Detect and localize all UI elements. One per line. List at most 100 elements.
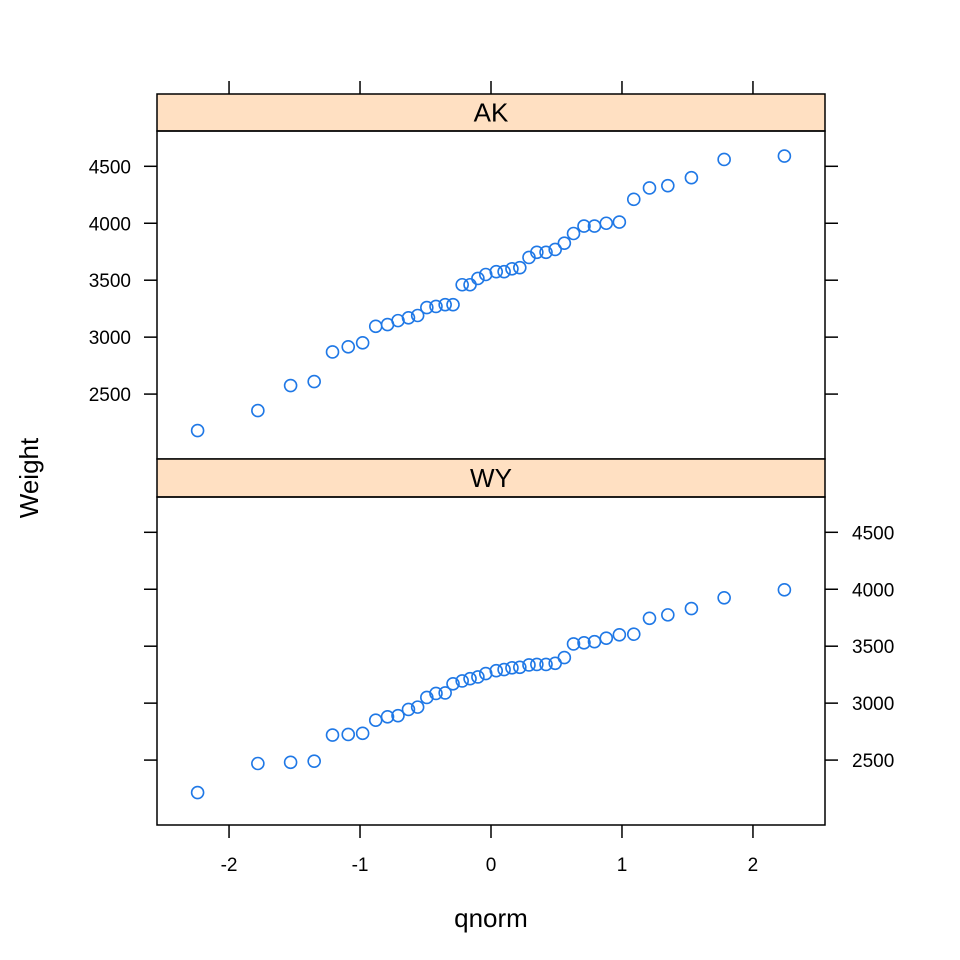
point-WY-26 bbox=[539, 657, 553, 672]
point-WY-2 bbox=[283, 755, 298, 770]
point-AK-39 bbox=[777, 149, 792, 163]
point-AK-13 bbox=[429, 299, 443, 314]
point-AK-12 bbox=[420, 300, 434, 315]
point-WY-3 bbox=[307, 754, 321, 769]
y-tick-label-1-0: 2500 bbox=[852, 751, 894, 772]
point-WY-13 bbox=[429, 686, 443, 701]
y-axis-title: Weight bbox=[14, 437, 44, 518]
point-WY-1 bbox=[251, 756, 265, 771]
point-WY-17 bbox=[463, 671, 477, 686]
point-AK-29 bbox=[566, 226, 581, 241]
point-AK-6 bbox=[355, 336, 370, 350]
panel-WY: WY 2500 3000 3500 4000 4500 bbox=[144, 458, 894, 826]
axis-layer: -2 -1 0 1 2 bbox=[221, 81, 759, 876]
x-tick-label-1: -1 bbox=[352, 855, 369, 876]
point-WY-27 bbox=[548, 656, 562, 671]
point-WY-30 bbox=[577, 635, 591, 650]
point-WY-38 bbox=[717, 590, 731, 605]
panel-AK: AK 2500 3000 3500 4000 4500 bbox=[89, 93, 838, 460]
y-tick-label-1-4: 4500 bbox=[852, 523, 894, 544]
strip-0 bbox=[156, 93, 826, 132]
point-AK-10 bbox=[401, 310, 416, 325]
point-AK-30 bbox=[577, 219, 591, 233]
y-tick-label-0-3: 4000 bbox=[89, 214, 131, 235]
point-AK-17 bbox=[463, 277, 477, 292]
point-WY-18 bbox=[471, 670, 485, 684]
point-WY-21 bbox=[497, 662, 511, 677]
point-WY-14 bbox=[438, 686, 452, 700]
point-AK-5 bbox=[341, 340, 356, 354]
point-AK-2 bbox=[283, 378, 298, 393]
point-WY-5 bbox=[341, 727, 356, 742]
point-AK-28 bbox=[557, 236, 572, 250]
point-AK-22 bbox=[505, 262, 519, 276]
point-AK-16 bbox=[455, 277, 469, 292]
panel-layer: AK 2500 3000 3500 4000 4500 WY 2500 3000 3500 4000… bbox=[89, 93, 894, 826]
point-WY-22 bbox=[505, 661, 519, 675]
point-WY-29 bbox=[566, 637, 581, 651]
point-AK-4 bbox=[325, 345, 340, 359]
point-AK-27 bbox=[548, 242, 562, 257]
point-AK-11 bbox=[410, 308, 425, 323]
point-AK-20 bbox=[489, 264, 504, 279]
point-WY-9 bbox=[391, 708, 405, 723]
y-tick-label-1-2: 3500 bbox=[852, 637, 894, 658]
point-WY-36 bbox=[661, 608, 675, 622]
point-AK-38 bbox=[717, 152, 731, 167]
x-tick-label-3: 1 bbox=[617, 855, 628, 876]
strip-label-0: AK bbox=[474, 98, 509, 128]
point-WY-7 bbox=[368, 713, 383, 728]
point-AK-34 bbox=[626, 192, 641, 207]
point-AK-37 bbox=[684, 170, 699, 185]
point-AK-18 bbox=[471, 271, 485, 286]
point-AK-21 bbox=[497, 264, 511, 279]
y-tick-label-0-0: 2500 bbox=[89, 385, 131, 406]
point-WY-24 bbox=[522, 658, 536, 672]
y-tick-label-1-3: 4000 bbox=[852, 580, 894, 601]
point-WY-6 bbox=[355, 726, 370, 741]
point-WY-0 bbox=[190, 785, 205, 800]
point-AK-23 bbox=[513, 260, 527, 275]
x-axis-title: qnorm bbox=[454, 903, 528, 933]
point-AK-26 bbox=[539, 245, 553, 260]
point-WY-10 bbox=[401, 702, 416, 717]
point-AK-1 bbox=[251, 403, 265, 418]
point-AK-0 bbox=[190, 423, 205, 438]
point-AK-7 bbox=[368, 319, 383, 334]
x-tick-label-2: 0 bbox=[486, 855, 497, 876]
point-AK-35 bbox=[642, 181, 657, 195]
point-WY-8 bbox=[380, 710, 395, 724]
point-WY-11 bbox=[410, 700, 425, 714]
point-WY-33 bbox=[612, 628, 627, 642]
x-tick-label-4: 2 bbox=[748, 855, 759, 876]
point-AK-15 bbox=[446, 297, 460, 312]
point-WY-12 bbox=[420, 690, 434, 705]
point-WY-16 bbox=[455, 674, 469, 688]
point-WY-37 bbox=[684, 601, 699, 616]
x-tick-label-0: -2 bbox=[221, 855, 238, 876]
panel-frame-1 bbox=[156, 496, 826, 826]
point-WY-32 bbox=[599, 631, 614, 646]
point-WY-34 bbox=[626, 627, 641, 642]
point-WY-25 bbox=[530, 657, 544, 672]
point-WY-23 bbox=[513, 660, 527, 675]
point-AK-25 bbox=[530, 245, 544, 260]
point-WY-28 bbox=[557, 650, 572, 665]
strip-1 bbox=[156, 458, 826, 498]
y-tick-label-0-1: 3000 bbox=[89, 328, 131, 349]
point-AK-14 bbox=[438, 297, 452, 312]
point-WY-15 bbox=[446, 676, 460, 691]
y-tick-label-1-1: 3000 bbox=[852, 694, 894, 715]
panel-frame-0 bbox=[156, 130, 826, 460]
point-WY-39 bbox=[777, 583, 792, 597]
strip-label-1: WY bbox=[470, 463, 512, 493]
point-AK-36 bbox=[661, 178, 675, 193]
point-AK-3 bbox=[307, 374, 321, 389]
y-tick-label-0-2: 3500 bbox=[89, 271, 131, 292]
y-tick-label-0-4: 4500 bbox=[89, 157, 131, 178]
point-AK-32 bbox=[599, 216, 614, 231]
point-WY-20 bbox=[489, 663, 504, 678]
point-WY-4 bbox=[325, 728, 340, 742]
point-AK-33 bbox=[612, 215, 627, 229]
